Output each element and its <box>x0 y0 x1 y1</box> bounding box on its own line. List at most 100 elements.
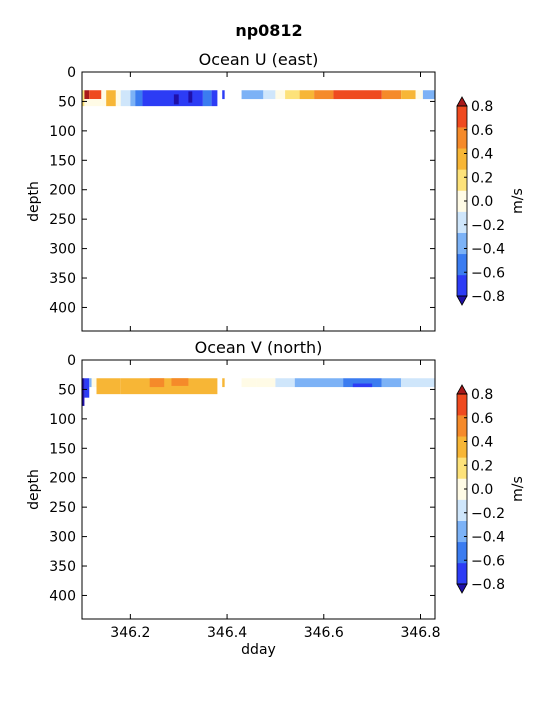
heatmap-cell <box>84 378 90 398</box>
y-tick-label: 350 <box>49 271 76 287</box>
x-tick-label: 346.4 <box>207 625 247 641</box>
y-tick-label: 200 <box>49 183 76 199</box>
colorbar-label: m/s <box>510 188 526 214</box>
heatmap-cell <box>120 378 218 395</box>
colorbar-segment <box>457 394 467 416</box>
panel-2: Ocean V (north) 0 50 100 150 200 250 300 350 400 3… <box>26 338 526 658</box>
heatmap-cells <box>82 90 435 107</box>
panel-title: Ocean U (east) <box>199 50 319 69</box>
colorbar-tick-label: −0.8 <box>471 577 505 593</box>
colorbar-tick-label: 0.6 <box>471 123 493 139</box>
panel-1: Ocean U (east) 0 50 100 150 200 250 300 350 400 de… <box>26 50 526 332</box>
heatmap-cell <box>275 90 286 100</box>
heatmap-cell <box>381 378 402 388</box>
x-tick-label: 346.8 <box>400 625 440 641</box>
colorbar-extend-max <box>456 96 468 107</box>
heatmap-cell <box>222 378 225 388</box>
colorbar-segment <box>457 562 467 585</box>
colorbar-segment <box>457 169 467 191</box>
heatmap-cell <box>135 90 143 107</box>
heatmap-cell <box>256 378 276 388</box>
y-tick-label: 150 <box>49 153 76 169</box>
colorbar-segment <box>457 541 467 564</box>
colorbar-tick-label: 0.2 <box>471 170 493 186</box>
heatmap-cell <box>285 90 300 100</box>
heatmap-cell <box>89 90 102 100</box>
heatmap-cell <box>415 90 423 100</box>
y-tick-label: 0 <box>67 353 76 369</box>
y-tick-label: 50 <box>58 94 76 110</box>
heatmap-cell <box>352 383 373 388</box>
heatmap-cell <box>84 90 90 100</box>
colorbar: 0.8 0.6 0.4 0.2 0.0 −0.2 −0.4 −0.6 −0.8 m/s <box>456 96 526 306</box>
y-axis-label: depth <box>26 469 42 510</box>
heatmap-cell <box>241 90 264 100</box>
heatmap-cell <box>82 90 85 107</box>
axes-frame <box>81 71 436 332</box>
colorbar-segment <box>457 520 467 543</box>
heatmap-cell <box>91 378 97 388</box>
y-tick-label: 0 <box>67 65 76 81</box>
colorbar: 0.8 0.6 0.4 0.2 0.0 −0.2 −0.4 −0.6 −0.8 m/s <box>456 384 526 594</box>
colorbar-segment <box>457 211 467 233</box>
y-tick-label: 50 <box>58 382 76 398</box>
y-tick-label: 250 <box>49 500 76 516</box>
colorbar-tick-label: 0.4 <box>471 147 493 163</box>
heatmap-cell <box>188 91 193 103</box>
colorbar-segment <box>457 274 467 297</box>
heatmap-cell <box>130 90 136 107</box>
y-axis-label: depth <box>26 181 42 222</box>
colorbar-tick-label: 0.0 <box>471 482 493 498</box>
colorbar-segment <box>457 232 467 255</box>
colorbar-tick-label: 0.2 <box>471 458 493 474</box>
x-axis-label: dday <box>241 642 276 658</box>
heatmap-cell <box>173 94 179 105</box>
colorbar-extend-min <box>456 295 468 306</box>
heatmap-cell <box>89 378 92 388</box>
heatmap-cell <box>101 90 107 107</box>
colorbar-tick-label: −0.6 <box>471 265 505 281</box>
colorbar-segment <box>457 190 467 212</box>
colorbar-segment <box>457 415 467 437</box>
heatmap-cell <box>275 378 295 388</box>
colorbar-tick-label: −0.6 <box>471 553 505 569</box>
colorbar-segment <box>457 127 467 149</box>
heatmap-cell <box>299 90 315 100</box>
heatmap-cell <box>142 90 203 107</box>
colorbar-tick-label: −0.8 <box>471 289 505 305</box>
heatmap-cell <box>422 90 435 100</box>
heatmap-cell <box>333 90 382 100</box>
colorbar-tick-label: −0.2 <box>471 506 505 522</box>
heatmap-cell <box>263 90 276 100</box>
heatmap-cell <box>106 90 116 107</box>
axes-frame <box>81 359 436 620</box>
y-tick-label: 300 <box>49 242 76 258</box>
heatmap-cells <box>82 378 435 406</box>
y-tick-label: 100 <box>49 412 76 428</box>
colorbar-tick-label: 0.4 <box>471 435 493 451</box>
heatmap-cell <box>84 99 102 107</box>
heatmap-cell <box>222 90 225 100</box>
x-tick-label: 346.6 <box>304 625 344 641</box>
y-tick-label: 100 <box>49 124 76 140</box>
heatmap-cell <box>241 378 257 388</box>
colorbar-tick-label: 0.8 <box>471 99 493 115</box>
x-tick-label: 346.2 <box>110 625 150 641</box>
heatmap-cell <box>171 378 189 386</box>
y-tick-label: 350 <box>49 559 76 575</box>
colorbar-segment <box>457 106 467 128</box>
colorbar-segment <box>457 253 467 276</box>
colorbar-tick-label: −0.4 <box>471 530 505 546</box>
heatmap-cell <box>149 378 165 388</box>
colorbar-extend-min <box>456 583 468 594</box>
panel-title: Ocean V (north) <box>195 338 323 357</box>
heatmap-cell <box>211 90 218 107</box>
heatmap-cell <box>115 90 121 107</box>
heatmap-cell <box>314 90 334 100</box>
heatmap-cell <box>202 90 212 107</box>
heatmap-cell <box>401 378 435 388</box>
y-tick-label: 400 <box>49 300 76 316</box>
heatmap-cell <box>381 90 402 100</box>
heatmap-cell <box>343 378 382 388</box>
